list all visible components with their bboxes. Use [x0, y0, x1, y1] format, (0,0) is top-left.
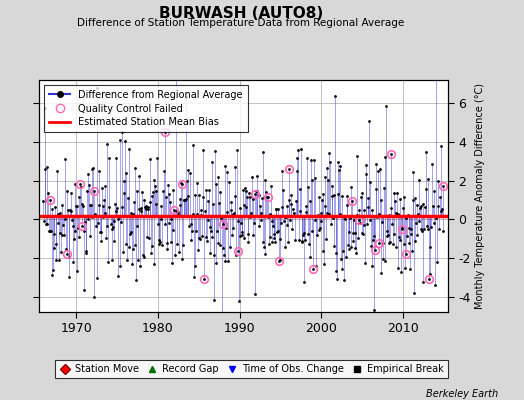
Legend: Difference from Regional Average, Quality Control Failed, Estimated Station Mean: Difference from Regional Average, Qualit… — [44, 85, 247, 132]
Text: Difference of Station Temperature Data from Regional Average: Difference of Station Temperature Data f… — [78, 18, 405, 28]
Legend: Station Move, Record Gap, Time of Obs. Change, Empirical Break: Station Move, Record Gap, Time of Obs. C… — [55, 360, 448, 378]
Y-axis label: Monthly Temperature Anomaly Difference (°C): Monthly Temperature Anomaly Difference (… — [475, 83, 485, 309]
Text: BURWASH (AUTO8): BURWASH (AUTO8) — [159, 6, 323, 21]
Text: Berkeley Earth: Berkeley Earth — [425, 389, 498, 399]
